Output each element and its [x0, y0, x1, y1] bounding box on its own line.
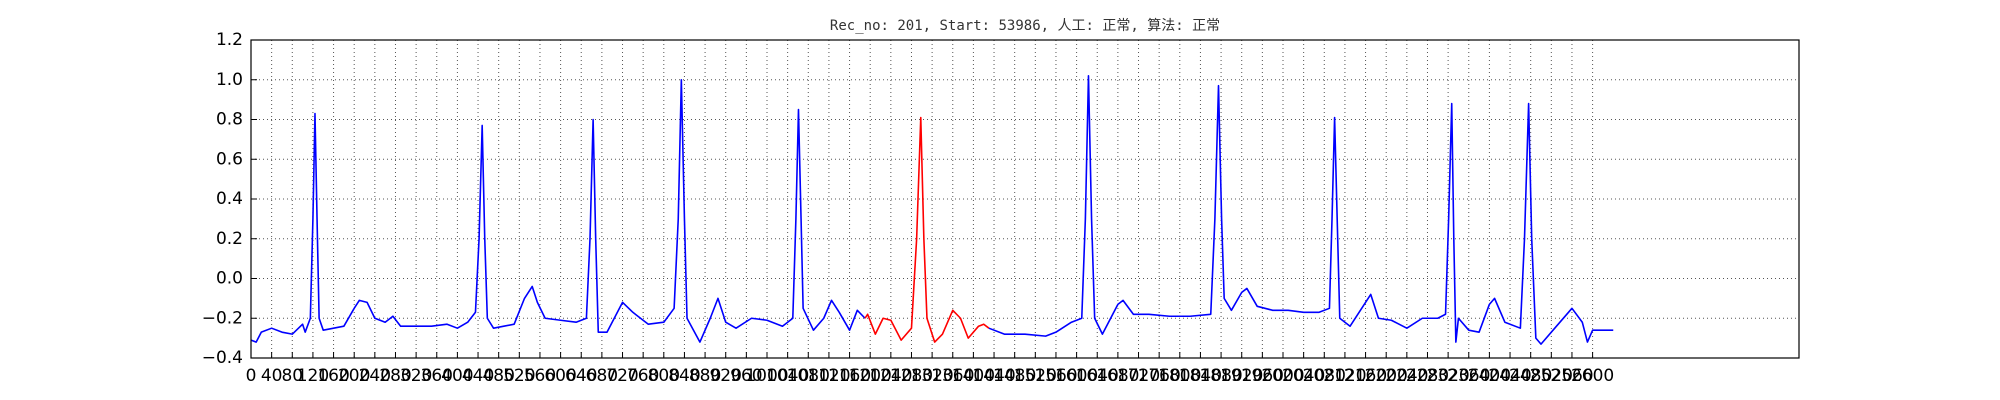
- x-tick-label: 160: [317, 366, 349, 386]
- x-tick-label: 1800: [1158, 366, 1201, 386]
- x-tick-label: 1520: [1014, 366, 1057, 386]
- chart-title: Rec_no: 201, Start: 53986, 人工: 正常, 算法: 正…: [830, 18, 1220, 34]
- y-tick-label: 0.0: [216, 269, 243, 289]
- x-tick-label: 1840: [1179, 366, 1222, 386]
- x-tick-label: 1480: [993, 366, 1036, 386]
- x-tick-label: 1960: [1241, 366, 1284, 386]
- ecg-line: [864, 116, 990, 343]
- x-tick-label: 2200: [1365, 366, 1408, 386]
- x-tick-label: 440: [462, 366, 494, 386]
- x-tick-label: 120: [297, 366, 329, 386]
- x-tick-label: 0: [246, 366, 257, 386]
- y-tick-label: 0.4: [216, 189, 243, 209]
- x-tick-label: 1720: [1117, 366, 1160, 386]
- x-tick-label: 640: [565, 366, 597, 386]
- y-tick-label: 1.0: [216, 70, 243, 90]
- plot-frame: [250, 39, 1800, 359]
- x-tick-label: 200: [338, 366, 370, 386]
- x-tick-label: 1360: [931, 366, 974, 386]
- x-tick-label: 920: [709, 366, 741, 386]
- x-tick-label: 1560: [1034, 366, 1077, 386]
- x-tick-label: 2320: [1426, 366, 1469, 386]
- x-tick-label: 480: [482, 366, 514, 386]
- x-tick-label: 80: [281, 366, 303, 386]
- x-tick-label: 2400: [1468, 366, 1511, 386]
- x-tick-label: 1240: [869, 366, 912, 386]
- x-tick-label: 1640: [1076, 366, 1119, 386]
- x-tick-label: 2480: [1509, 366, 1552, 386]
- x-tick-label: 1400: [952, 366, 995, 386]
- x-tick-label: 800: [648, 366, 680, 386]
- x-tick-label: 1160: [828, 366, 871, 386]
- x-tick-label: 520: [503, 366, 535, 386]
- x-tick-label: 2600: [1571, 366, 1614, 386]
- y-tick-label: 1.2: [216, 30, 243, 50]
- x-tick-label: 1200: [849, 366, 892, 386]
- x-tick-label: 2120: [1323, 366, 1366, 386]
- x-tick-label: 1440: [972, 366, 1015, 386]
- x-tick-label: 2560: [1550, 366, 1593, 386]
- x-tick-label: 360: [421, 366, 453, 386]
- x-tick-label: 400: [441, 366, 473, 386]
- x-tick-label: 2160: [1344, 366, 1387, 386]
- y-tick-label: −0.2: [202, 308, 243, 328]
- x-tick-label: 2360: [1447, 366, 1490, 386]
- x-tick-label: 40: [261, 366, 283, 386]
- x-tick-label: 280: [379, 366, 411, 386]
- x-tick-label: 240: [359, 366, 391, 386]
- x-tick-label: 2280: [1406, 366, 1449, 386]
- x-tick-label: 760: [627, 366, 659, 386]
- x-tick-label: 1080: [787, 366, 830, 386]
- y-tick-label: −0.4: [202, 348, 243, 368]
- x-tick-label: 1280: [890, 366, 933, 386]
- x-tick-label: 1680: [1096, 366, 1139, 386]
- x-tick-label: 1040: [766, 366, 809, 386]
- x-tick-label: 720: [606, 366, 638, 386]
- x-tick-label: 1120: [807, 366, 850, 386]
- x-tick-label: 960: [730, 366, 762, 386]
- x-tick-label: 1320: [910, 366, 953, 386]
- x-tick-label: 880: [689, 366, 721, 386]
- x-tick-label: 840: [668, 366, 700, 386]
- y-tick-label: 0.6: [216, 149, 243, 169]
- x-tick-label: 600: [544, 366, 576, 386]
- x-tick-label: 2440: [1488, 366, 1531, 386]
- x-tick-label: 1920: [1220, 366, 1263, 386]
- x-tick-label: 2520: [1530, 366, 1573, 386]
- x-tick-label: 560: [524, 366, 556, 386]
- ecg-line: [250, 78, 866, 343]
- x-tick-label: 2240: [1385, 366, 1428, 386]
- ecg-line: [988, 74, 1614, 345]
- x-tick-label: 2000: [1261, 366, 1304, 386]
- y-tick-label: 0.2: [216, 229, 243, 249]
- x-tick-label: 1880: [1199, 366, 1242, 386]
- x-tick-label: 2080: [1303, 366, 1346, 386]
- x-tick-label: 1600: [1055, 366, 1098, 386]
- x-tick-label: 1760: [1138, 366, 1181, 386]
- x-tick-label: 2040: [1282, 366, 1325, 386]
- x-tick-label: 320: [400, 366, 432, 386]
- x-tick-label: 680: [586, 366, 618, 386]
- x-tick-label: 1000: [745, 366, 788, 386]
- y-tick-label: 0.8: [216, 110, 243, 130]
